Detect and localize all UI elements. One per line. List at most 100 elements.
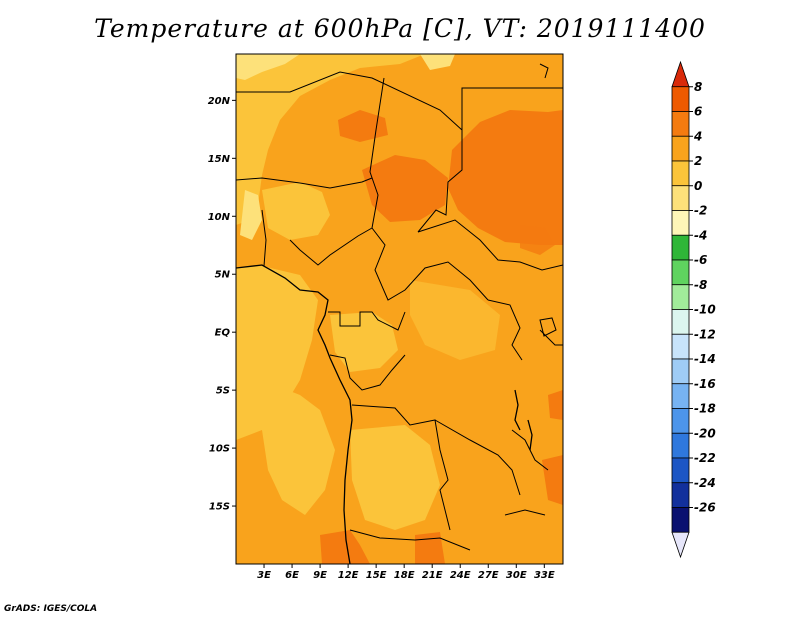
border-niger-chad — [369, 77, 385, 229]
field-4-to-6-tanzania — [548, 390, 563, 420]
lat-tick-label: 5S — [216, 386, 230, 397]
colorbar-swatch — [671, 234, 690, 261]
colorbar-swatch — [671, 86, 690, 112]
lon-tick-label: 3E — [257, 570, 271, 581]
colorbar-label: -10 — [694, 303, 716, 317]
credit-text: GrADS: IGES/COLA — [4, 604, 98, 614]
colorbar-label: 0 — [694, 179, 702, 193]
border-sudan-south — [417, 219, 563, 271]
colorbar: 8 6 4 2 0 -2 -4 -6 -8 -10 -12 -14 -16 -18 -20 -22 -24 -26 — [671, 60, 716, 559]
lake-victoria — [539, 317, 557, 337]
lon-tick-label: 21E — [422, 570, 443, 581]
border-drc-east — [487, 299, 523, 361]
colorbar-label: 2 — [694, 154, 702, 168]
colorbar-swatch — [671, 60, 690, 88]
field-4-to-6-east-patch — [520, 225, 555, 255]
border-south — [504, 509, 546, 516]
colorbar-swatch — [671, 383, 690, 409]
colorbar-swatch — [671, 160, 690, 187]
colorbar-swatch — [671, 284, 690, 310]
colorbar-swatch — [671, 531, 690, 559]
colorbar-swatch — [671, 507, 690, 533]
lat-tick-label: 5N — [215, 270, 231, 281]
lat-tick-label: EQ — [215, 328, 231, 339]
longitude-axis: 3E 6E 9E 12E 15E 18E 21E 24E 27E 30E 33E — [257, 564, 555, 581]
lake-malawi — [527, 419, 533, 451]
field-0-to-2-congo — [330, 312, 398, 372]
border-congo-drc — [329, 354, 406, 391]
colorbar-label: -14 — [694, 352, 716, 366]
lon-tick-label: 15E — [366, 570, 387, 581]
lat-tick-label: 20N — [208, 96, 231, 107]
field-4-to-6-chad — [362, 155, 448, 222]
border-mali-niger-south — [236, 177, 373, 189]
lon-tick-label: 24E — [450, 570, 471, 581]
lon-tick-label: 18E — [394, 570, 415, 581]
colorbar-swatch — [671, 358, 690, 385]
border-chad-sudan — [417, 130, 463, 233]
colorbar-swatch — [671, 210, 690, 236]
field-minus2-to-0-west — [240, 190, 262, 240]
field-4-to-6-namibia — [320, 530, 370, 564]
lon-tick-label: 27E — [478, 570, 499, 581]
field-minus2-to-0-top — [420, 54, 455, 70]
lat-tick-label: 15N — [208, 154, 231, 165]
lat-tick-label: 10N — [208, 212, 231, 223]
coastline-west — [236, 264, 353, 564]
field-0-to-2-southwest — [262, 380, 335, 515]
colorbar-label: -20 — [694, 426, 716, 440]
colorbar-label: 6 — [694, 105, 702, 119]
border-benin — [261, 209, 267, 267]
colorbar-swatch — [671, 309, 690, 335]
country-borders — [236, 63, 563, 564]
field-0-to-2-east-patch — [410, 280, 500, 360]
field-minus2-to-0-north — [236, 54, 300, 80]
border-algeria-libya — [236, 71, 563, 132]
lon-tick-label: 33E — [534, 570, 555, 581]
lon-tick-label: 9E — [313, 570, 327, 581]
border-angola — [351, 404, 451, 531]
border-zambia — [434, 419, 521, 496]
colorbar-label: 4 — [693, 129, 702, 143]
colorbar-label: -4 — [694, 228, 707, 242]
field-4-to-6-botswana — [415, 532, 445, 564]
lon-tick-label: 30E — [506, 570, 527, 581]
field-0-to-2-nigeria — [262, 182, 330, 240]
temperature-field — [236, 54, 563, 564]
colorbar-label: -6 — [694, 253, 707, 267]
colorbar-swatch — [671, 333, 690, 360]
colorbar-swatch — [671, 259, 690, 286]
field-4-to-6-sudan — [448, 110, 563, 245]
colorbar-swatch — [671, 185, 690, 211]
lake-tanganyika — [514, 389, 521, 431]
colorbar-label: 8 — [694, 80, 702, 94]
colorbar-label: -2 — [694, 204, 707, 218]
colorbar-swatch — [671, 135, 690, 162]
colorbar-swatch — [671, 432, 690, 459]
colorbar-label: -24 — [694, 476, 716, 490]
field-0-to-2-gulf — [236, 266, 318, 440]
field-4-to-6-mozambique — [542, 455, 563, 505]
latitude-axis: 20N 15N 10N 5N EQ 5S 10S 15S — [208, 96, 236, 513]
lat-tick-label: 15S — [209, 502, 230, 513]
colorbar-swatch — [671, 457, 690, 484]
field-0-to-2-northwest — [236, 54, 425, 225]
field-0-to-2-south — [350, 425, 440, 530]
colorbar-label: -26 — [694, 501, 716, 515]
lon-tick-label: 12E — [338, 570, 359, 581]
lon-tick-label: 6E — [285, 570, 299, 581]
lat-tick-label: 10S — [209, 444, 230, 455]
colorbar-swatch — [671, 408, 690, 434]
colorbar-label: -12 — [694, 327, 716, 341]
colorbar-label: -22 — [694, 451, 716, 465]
map-frame — [235, 53, 564, 565]
red-sea-coast — [539, 63, 549, 79]
chart-title: Temperature at 600hPa [C], VT: 201911140… — [94, 14, 706, 43]
colorbar-label: -18 — [694, 402, 716, 416]
colorbar-label: -16 — [694, 377, 716, 391]
border-namibia-botswana — [349, 529, 471, 551]
border-car — [371, 227, 489, 301]
colorbar-swatch — [671, 482, 690, 508]
border-gabon-congo — [328, 311, 406, 331]
